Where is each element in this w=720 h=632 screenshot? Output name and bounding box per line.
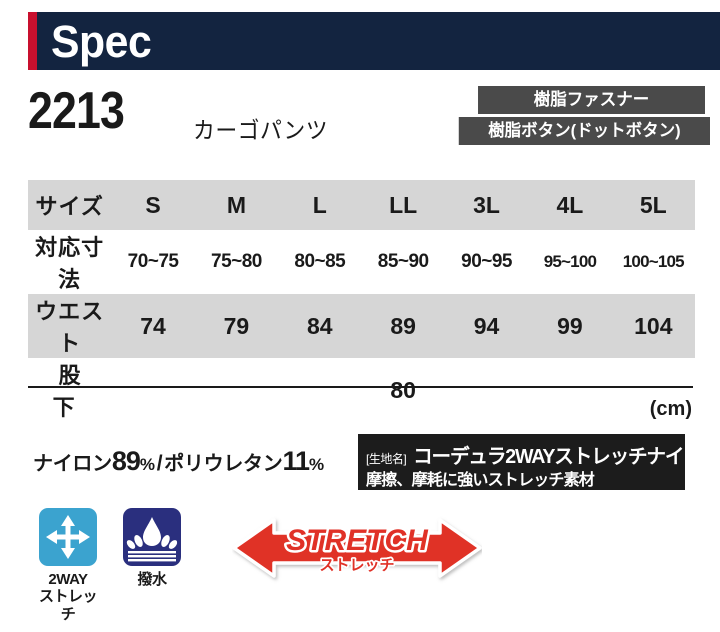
table-row-fit-dimension: 対応寸法 70~75 75~80 80~85 85~90 90~95 95~10… <box>28 230 695 294</box>
composition-value-1: 89 <box>111 446 141 476</box>
inseam-spacer-m <box>194 358 279 422</box>
header-accent-stripe <box>28 12 37 70</box>
column-header-4l: 4L <box>528 180 612 230</box>
row-header-inseam: 股 下 <box>28 358 115 422</box>
feature-water-repellent: 撥水 <box>122 508 182 623</box>
composition-material-1: ナイロン <box>33 453 112 475</box>
fabric-description: 摩擦、摩耗に強いストレッチ素材 <box>366 472 595 489</box>
feature-badge-group: 樹脂ファスナー 樹脂ボタン(ドットボタン) <box>451 86 710 145</box>
fit-dimension-m: 75~80 <box>194 230 279 294</box>
fit-dimension-3l: 90~95 <box>444 230 529 294</box>
fit-dimension-l: 80~85 <box>278 230 362 294</box>
product-name: カーゴパンツ <box>193 117 329 143</box>
inseam-value: 80 <box>361 358 445 422</box>
column-header-ll: LL <box>361 180 445 230</box>
fit-dimension-ll: 85~90 <box>361 230 445 294</box>
four-way-arrow-icon <box>39 508 97 566</box>
waist-ll: 89 <box>361 294 445 358</box>
column-header-5l: 5L <box>611 180 695 230</box>
feature-label-water-repellent: 撥水 <box>137 571 167 588</box>
badge-resin-fastener: 樹脂ファスナー <box>478 86 705 114</box>
composition-value-2: 11 <box>282 446 310 476</box>
column-header-size: サイズ <box>28 180 112 230</box>
badge-resin-button: 樹脂ボタン(ドットボタン) <box>458 117 710 145</box>
composition-unit-1: % <box>139 455 155 474</box>
feature-label-2way-stretch: 2WAY ストレッチ <box>38 571 98 623</box>
fit-dimension-4l: 95~100 <box>528 230 612 294</box>
column-header-m: M <box>194 180 279 230</box>
stretch-banner-sub-text: ストレッチ <box>319 557 394 574</box>
inseam-spacer-s <box>111 358 195 422</box>
row-header-fit-dimension: 対応寸法 <box>28 230 112 294</box>
table-row-waist: ウエスト 74 79 84 89 94 99 104 <box>28 294 695 358</box>
composition-material-2: ポリウレタン <box>164 453 283 475</box>
inseam-spacer-3l <box>444 358 529 422</box>
table-row-inseam: 股 下 80 <box>28 358 695 422</box>
product-number: 2213 <box>28 82 125 140</box>
row-header-waist: ウエスト <box>28 294 112 358</box>
waist-s: 74 <box>111 294 195 358</box>
table-row-size-header: サイズ S M L LL 3L 4L 5L <box>28 180 695 230</box>
fabric-info-box: [生地名] コーデュラ2WAYストレッチナイロン 摩擦、摩耗に強いストレッチ素材 <box>358 434 720 490</box>
size-table: サイズ S M L LL 3L 4L 5L 対応寸法 70~75 75~80 8… <box>28 180 695 422</box>
column-header-l: L <box>278 180 362 230</box>
fabric-name-line: [生地名] コーデュラ2WAYストレッチナイロン <box>366 440 720 469</box>
waist-5l: 104 <box>611 294 695 358</box>
fabric-tag-label: [生地名] <box>366 452 407 466</box>
unit-label: (cm) <box>649 398 692 420</box>
spec-header-bar: Spec <box>28 12 720 70</box>
feature-icon-group: 2WAY ストレッチ 撥水 <box>38 508 182 623</box>
inseam-spacer-5l <box>611 358 695 422</box>
water-repellent-icon <box>123 508 181 566</box>
waist-3l: 94 <box>444 294 529 358</box>
waist-m: 79 <box>194 294 279 358</box>
fabric-name: コーデュラ2WAYストレッチナイロン <box>413 446 720 468</box>
waist-4l: 99 <box>528 294 612 358</box>
material-composition: ナイロン89%/ポリウレタン11% <box>33 446 324 477</box>
waist-l: 84 <box>278 294 362 358</box>
column-header-3l: 3L <box>444 180 529 230</box>
inseam-spacer-l <box>278 358 362 422</box>
fit-dimension-5l: 100~105 <box>611 230 695 294</box>
inseam-spacer-4l <box>528 358 612 422</box>
composition-unit-2: % <box>308 455 324 474</box>
fit-dimension-s: 70~75 <box>111 230 195 294</box>
column-header-s: S <box>111 180 195 230</box>
page-title: Spec <box>51 15 152 67</box>
product-header: 2213 カーゴパンツ 樹脂ファスナー 樹脂ボタン(ドットボタン) <box>28 84 720 156</box>
stretch-banner: STRETCH ストレッチ <box>232 506 482 590</box>
table-bottom-rule <box>28 386 693 388</box>
feature-2way-stretch: 2WAY ストレッチ <box>38 508 98 623</box>
stretch-banner-main-text: STRETCH <box>286 524 429 557</box>
composition-separator: / <box>156 452 163 475</box>
